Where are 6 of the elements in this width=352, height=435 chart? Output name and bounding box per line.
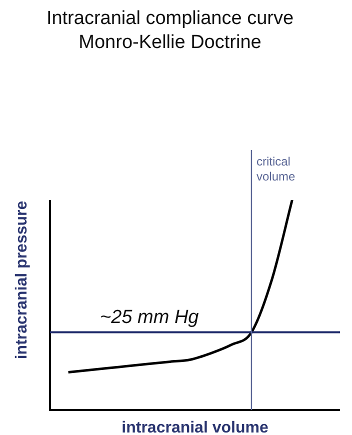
chart-title: Intracranial compliance curve <box>45 8 295 30</box>
chart-subtitle: Monro-Kellie Doctrine <box>78 32 262 54</box>
text: critical volume <box>256 154 296 184</box>
y-axis-title: intracranial pressure <box>13 200 30 360</box>
ref-line-label: ~25 mm Hg <box>100 307 200 328</box>
x-axis-title: intracranial volume <box>122 419 268 435</box>
